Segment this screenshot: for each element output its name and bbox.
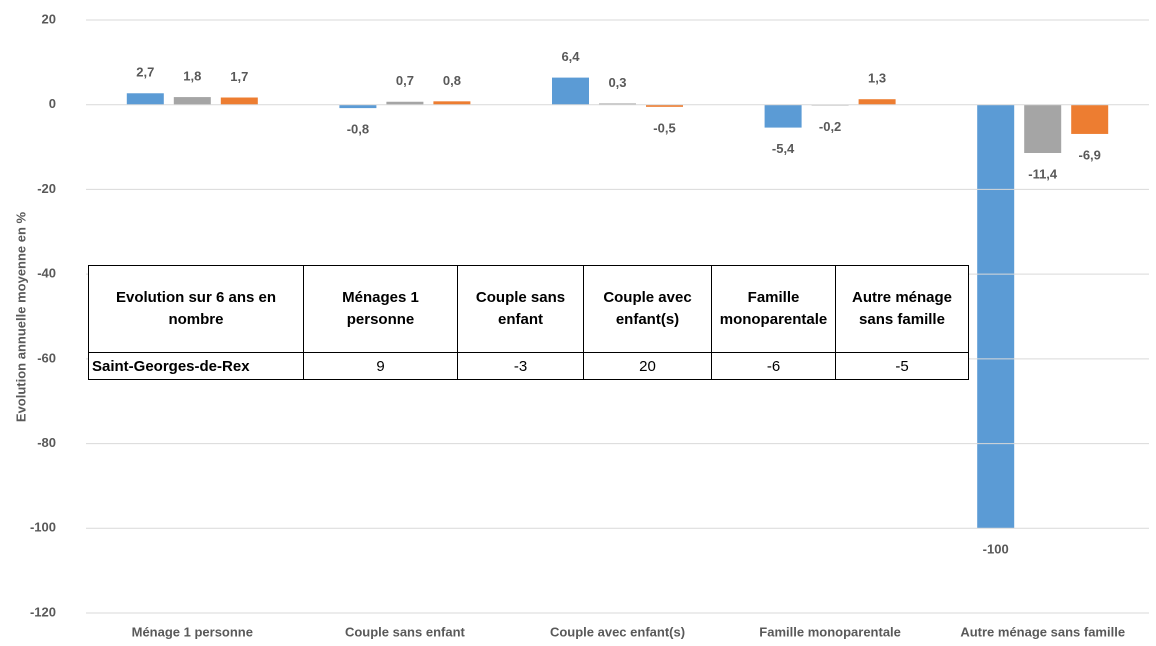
y-tick-label: -100 <box>30 520 56 535</box>
y-tick-label: -120 <box>30 604 56 619</box>
table-row: Saint-Georges-de-Rex 9 -3 20 -6 -5 <box>88 352 969 380</box>
data-label: 2,7 <box>136 65 154 80</box>
data-table: Evolution sur 6 ans en nombre Ménages 1 … <box>88 265 969 380</box>
x-tick-label: Ménage 1 personne <box>132 624 253 639</box>
table-header: Evolution sur 6 ans en nombre Ménages 1 … <box>88 265 969 353</box>
bar <box>1024 104 1062 154</box>
data-label: 1,7 <box>230 69 248 84</box>
cell: -6 <box>711 352 836 380</box>
y-tick-label: -80 <box>37 435 56 450</box>
x-tick-label: Famille monoparentale <box>759 624 901 639</box>
data-label: 1,8 <box>183 69 201 84</box>
bar <box>1071 104 1109 134</box>
header-cell: Famille monoparentale <box>711 265 836 353</box>
y-tick-label: -60 <box>37 350 56 365</box>
header-cell: Couple avec enfant(s) <box>583 265 712 353</box>
data-label: 6,4 <box>561 49 580 64</box>
x-tick-label: Autre ménage sans famille <box>960 624 1125 639</box>
bar <box>386 101 424 105</box>
y-tick-label: -40 <box>37 266 56 281</box>
cell: 9 <box>303 352 458 380</box>
data-label: -5,4 <box>772 141 795 156</box>
bar <box>173 97 211 105</box>
y-tick-label: 20 <box>42 11 56 26</box>
data-label: -6,9 <box>1078 147 1100 162</box>
header-cell: Evolution sur 6 ans en nombre <box>88 265 304 353</box>
bar <box>552 77 589 105</box>
data-label: 1,3 <box>868 71 886 86</box>
bar <box>646 104 683 107</box>
data-label: -0,8 <box>347 122 369 137</box>
data-label: 0,3 <box>608 75 626 90</box>
bar <box>126 93 164 105</box>
y-tick-label: 0 <box>49 96 56 111</box>
data-label: 0,8 <box>443 73 461 88</box>
cell: -3 <box>457 352 584 380</box>
bar <box>977 104 1015 529</box>
y-tick-label: -20 <box>37 181 56 196</box>
row-label: Saint-Georges-de-Rex <box>88 352 304 380</box>
data-label: -11,4 <box>1028 166 1058 181</box>
bar <box>858 99 896 105</box>
header-cell: Ménages 1 personne <box>303 265 458 353</box>
bar <box>599 103 636 105</box>
data-label: -100 <box>983 542 1009 557</box>
bar <box>339 104 377 109</box>
y-axis-label: Evolution annuelle moyenne en % <box>13 211 28 422</box>
data-label: 0,7 <box>396 73 414 88</box>
data-label: -0,2 <box>819 119 841 134</box>
x-tick-label: Couple avec enfant(s) <box>550 624 685 639</box>
bar <box>220 97 258 105</box>
data-label: -0,5 <box>653 120 675 135</box>
header-cell: Autre ménage sans famille <box>835 265 969 353</box>
bar <box>764 104 802 128</box>
header-cell: Couple sans enfant <box>457 265 584 353</box>
cell: -5 <box>835 352 969 380</box>
bar <box>433 101 471 105</box>
x-tick-label: Couple sans enfant <box>345 624 466 639</box>
cell: 20 <box>583 352 712 380</box>
